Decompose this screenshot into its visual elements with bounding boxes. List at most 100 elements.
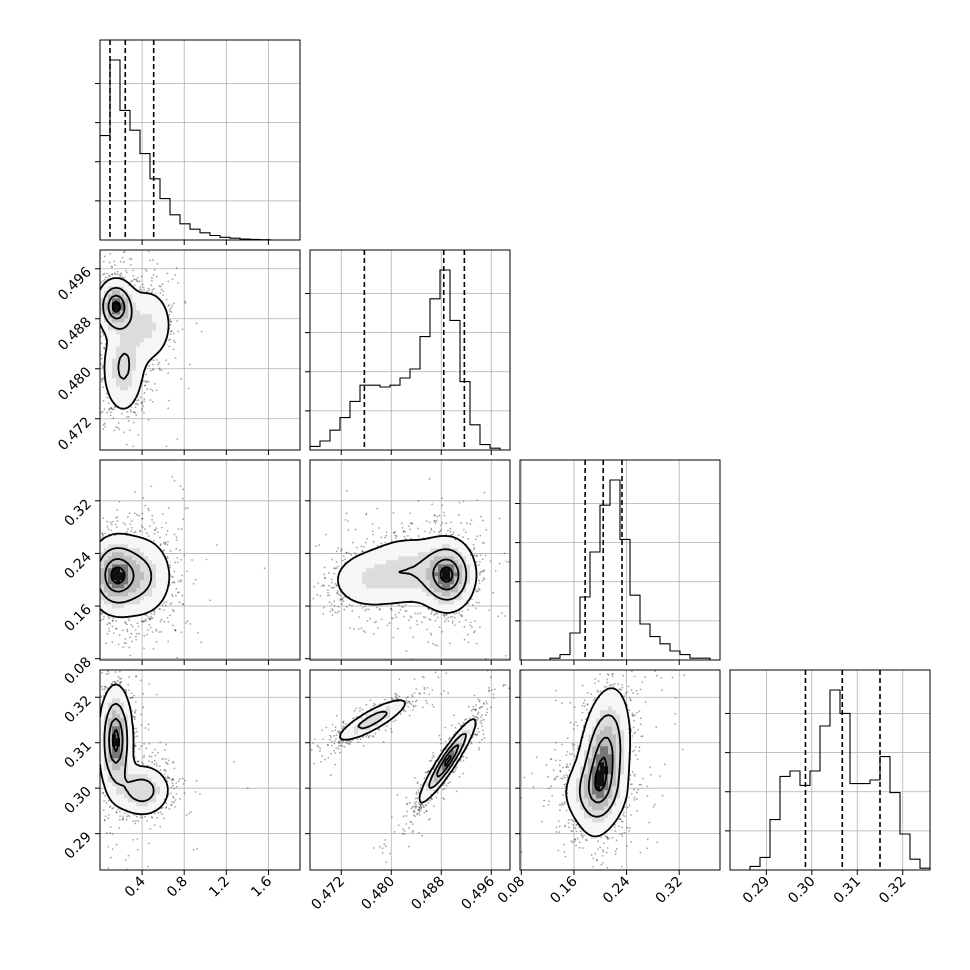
scatter-point xyxy=(176,785,178,788)
density-cell xyxy=(140,564,145,569)
scatter-point xyxy=(215,544,218,546)
scatter-point xyxy=(159,544,162,547)
density-cell xyxy=(394,552,399,557)
scatter-point xyxy=(86,580,88,582)
scatter-point xyxy=(129,697,132,700)
density-cell xyxy=(462,568,467,573)
scatter-point xyxy=(88,334,90,336)
scatter-point xyxy=(341,603,343,606)
scatter-point xyxy=(88,547,90,549)
x-tick-label: 0.8 xyxy=(164,874,191,901)
density-cell xyxy=(160,782,165,787)
density-cell xyxy=(128,754,133,759)
density-cell xyxy=(378,560,383,565)
scatter-point xyxy=(192,848,195,851)
scatter-point xyxy=(188,812,191,815)
scatter-point xyxy=(483,578,486,581)
scatter-point xyxy=(423,806,426,809)
scatter-point xyxy=(339,598,342,600)
density-cell xyxy=(112,572,117,577)
scatter-point xyxy=(457,722,460,725)
scatter-point xyxy=(89,602,91,604)
scatter-point xyxy=(426,771,429,774)
density-cell xyxy=(350,576,355,581)
scatter-point xyxy=(335,714,338,717)
density-cell xyxy=(100,604,105,609)
scatter-point xyxy=(168,318,171,321)
scatter-point xyxy=(139,624,141,626)
density-cell xyxy=(438,536,443,541)
scatter-point xyxy=(467,633,469,636)
scatter-point xyxy=(103,422,106,425)
density-cell xyxy=(410,584,415,589)
scatter-point xyxy=(120,272,123,275)
x-tick-label: 0.32 xyxy=(876,874,909,907)
scatter-point xyxy=(148,623,151,626)
density-cell xyxy=(112,330,117,335)
scatter-point xyxy=(96,312,98,314)
density-cell xyxy=(112,358,117,363)
scatter-point xyxy=(372,632,375,635)
density-cell xyxy=(140,346,145,351)
density-cell xyxy=(386,568,391,573)
density-cell xyxy=(338,576,343,581)
density-cell xyxy=(104,730,109,735)
scatter-point xyxy=(339,599,342,601)
scatter-point xyxy=(122,629,124,632)
scatter-point xyxy=(146,633,149,636)
density-cell xyxy=(370,592,375,597)
scatter-point xyxy=(127,814,130,817)
density-cell xyxy=(112,786,117,791)
scatter-point xyxy=(130,529,133,532)
scatter-point xyxy=(48,558,50,560)
density-cell xyxy=(116,608,121,613)
contour-line xyxy=(100,532,171,619)
scatter-point xyxy=(136,277,139,279)
scatter-point xyxy=(480,571,482,573)
density-cell xyxy=(136,302,141,307)
scatter-point xyxy=(102,791,105,794)
density-cell xyxy=(112,346,117,351)
scatter-point xyxy=(168,304,171,306)
density-cell xyxy=(100,754,105,759)
scatter-point xyxy=(365,512,368,515)
scatter-point xyxy=(134,709,137,712)
density-cell xyxy=(124,378,129,383)
scatter-point xyxy=(136,848,139,851)
scatter-point xyxy=(89,603,91,605)
scatter-point xyxy=(87,782,89,784)
scatter-point xyxy=(137,760,140,763)
density-cell xyxy=(120,540,125,545)
density-cell xyxy=(116,382,121,387)
scatter-point xyxy=(170,330,173,332)
scatter-point xyxy=(398,695,401,698)
scatter-point xyxy=(395,616,398,619)
density-cell xyxy=(446,576,451,581)
density-cell xyxy=(402,584,407,589)
scatter-point xyxy=(97,315,99,317)
scatter-point xyxy=(438,626,441,629)
density-cell xyxy=(454,560,459,565)
density-cell xyxy=(422,572,427,577)
density-cell xyxy=(442,596,447,601)
scatter-point xyxy=(97,309,99,311)
density-cell xyxy=(346,580,351,585)
scatter-point xyxy=(176,656,179,659)
scatter-point xyxy=(102,386,105,389)
scatter-point xyxy=(312,597,315,600)
density-cell xyxy=(418,552,423,557)
scatter-point xyxy=(121,256,124,259)
density-cell xyxy=(342,568,347,573)
density-cell xyxy=(390,600,395,605)
density-cell xyxy=(156,568,161,573)
density-cell xyxy=(100,734,105,739)
scatter-point xyxy=(447,738,450,741)
density-cell xyxy=(418,572,423,577)
scatter-point xyxy=(131,280,134,282)
contour-panel-1-3: 0.472 0.480 0.488 0.496 xyxy=(305,669,511,913)
density-cell xyxy=(148,330,153,335)
scatter-point xyxy=(462,500,465,503)
scatter-point xyxy=(378,608,381,610)
density-cell xyxy=(402,560,407,565)
density-cell xyxy=(112,722,117,727)
